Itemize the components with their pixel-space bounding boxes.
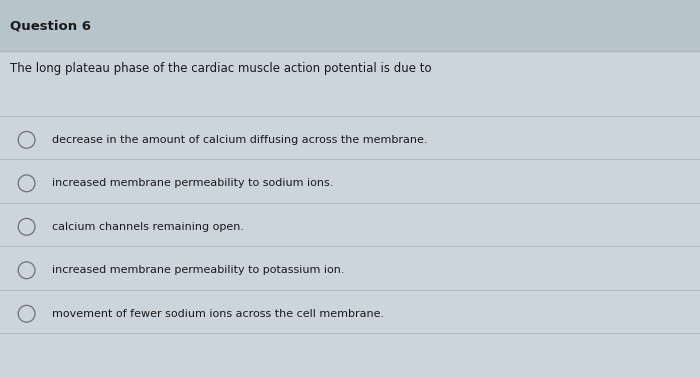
Text: movement of fewer sodium ions across the cell membrane.: movement of fewer sodium ions across the… bbox=[52, 309, 384, 319]
Bar bbox=[0, 0, 700, 51]
Text: The long plateau phase of the cardiac muscle action potential is due to: The long plateau phase of the cardiac mu… bbox=[10, 62, 432, 74]
Text: calcium channels remaining open.: calcium channels remaining open. bbox=[52, 222, 244, 232]
Text: increased membrane permeability to sodium ions.: increased membrane permeability to sodiu… bbox=[52, 178, 334, 188]
Text: decrease in the amount of calcium diffusing across the membrane.: decrease in the amount of calcium diffus… bbox=[52, 135, 428, 145]
Text: Question 6: Question 6 bbox=[10, 19, 92, 32]
Text: increased membrane permeability to potassium ion.: increased membrane permeability to potas… bbox=[52, 265, 345, 275]
